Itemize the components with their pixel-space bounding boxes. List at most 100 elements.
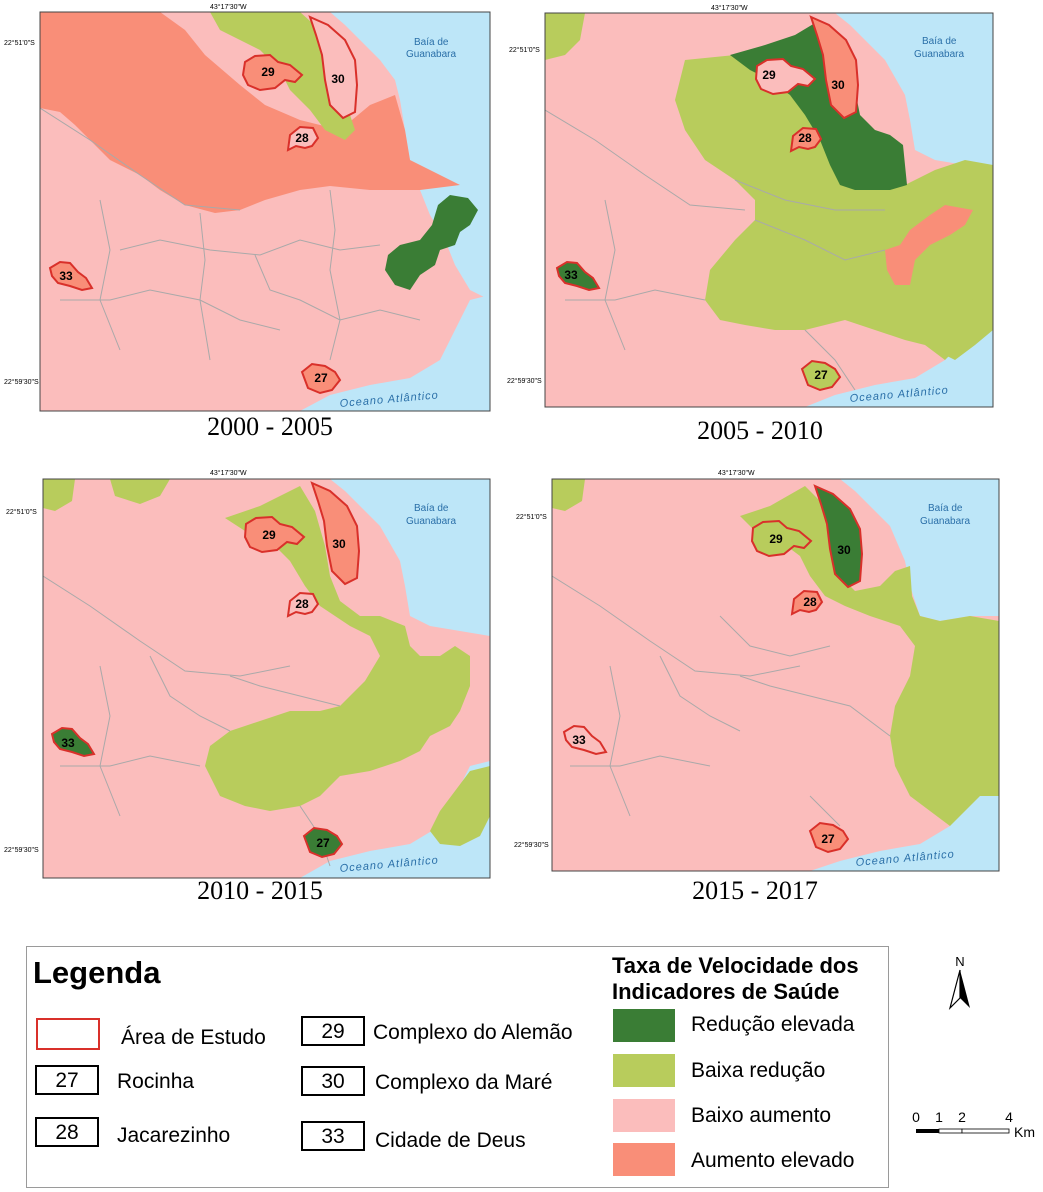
study-area-27	[302, 826, 344, 859]
lat-top-label: 22°51'0"S	[6, 508, 37, 516]
water-ocean	[805, 295, 993, 407]
label-33: 33	[59, 269, 73, 283]
study-area-27	[300, 362, 342, 395]
label-30: 30	[332, 537, 346, 551]
category-label: Redução elevada	[691, 1013, 855, 1036]
area-name: Complexo da Maré	[375, 1071, 553, 1094]
label-29: 29	[261, 65, 275, 79]
north-label: N	[955, 954, 964, 969]
category-title-line2: Indicadores de Saúde	[612, 979, 840, 1004]
scale-unit: Km	[1014, 1124, 1035, 1140]
water-bay	[835, 13, 993, 170]
study-area-29	[754, 57, 817, 96]
study-area-30	[813, 484, 864, 589]
water-bay	[840, 479, 999, 621]
lon-label: 43°17'30"W	[718, 469, 755, 477]
study-area-29	[750, 519, 813, 558]
lat-bottom-label: 22°59'30"S	[4, 846, 39, 854]
lat-top-label: 22°51'0"S	[4, 39, 35, 47]
label-30: 30	[837, 543, 851, 557]
label-28: 28	[798, 131, 812, 145]
study-area-33	[50, 726, 96, 758]
label-33: 33	[564, 268, 578, 282]
study-area-33	[555, 260, 601, 292]
map-2005-2010: 29 30 28 33 27 Baía de Guanabara Oceano …	[505, 0, 1005, 416]
bay-label-line2: Guanabara	[406, 516, 456, 527]
area-id-box: 33	[301, 1121, 365, 1151]
bay-label-line1: Baía de	[928, 503, 963, 514]
bay-label-line1: Baía de	[414, 503, 449, 514]
region-low-reduction-sw	[925, 295, 993, 360]
scale-tick: 0	[912, 1109, 920, 1125]
bay-label-line1: Baía de	[922, 36, 957, 47]
lon-label: 43°17'30"W	[711, 4, 748, 12]
bay-label-line2: Guanabara	[406, 49, 456, 60]
district-boundaries	[43, 575, 341, 867]
region-high-reduction	[385, 195, 478, 290]
label-30: 30	[331, 72, 345, 86]
region-high-increase-east	[885, 205, 973, 285]
label-28: 28	[295, 131, 309, 145]
label-30: 30	[831, 78, 845, 92]
area-name: Complexo do Alemão	[373, 1021, 573, 1044]
lon-label: 43°17'30"W	[210, 469, 247, 477]
lat-top-label: 22°51'0"S	[509, 46, 540, 54]
period-label: 2015 - 2017	[692, 876, 818, 905]
label-33: 33	[572, 733, 586, 747]
study-area-28	[790, 589, 824, 616]
region-low-reduction-center	[675, 55, 993, 360]
legend: Legenda Área de Estudo 27 Rocinha 28 Jac…	[26, 946, 889, 1188]
study-area-28	[286, 125, 320, 152]
map-2010-2015: 29 30 28 33 27 Baía de Guanabara Oceano …	[0, 466, 500, 882]
label-33: 33	[61, 736, 75, 750]
north-arrow-icon: N	[940, 952, 980, 1012]
study-area-27	[808, 821, 850, 854]
lat-bottom-label: 22°59'30"S	[514, 841, 549, 849]
label-27: 27	[821, 832, 835, 846]
scale-tick: 2	[958, 1109, 966, 1125]
study-area-swatch	[36, 1018, 100, 1050]
area-id-box: 28	[35, 1117, 99, 1147]
swatch-high-increase	[613, 1143, 675, 1176]
lon-label: 43°17'30"W	[210, 3, 247, 11]
region-high-increase	[40, 12, 460, 213]
label-28: 28	[295, 597, 309, 611]
region-low-reduction-n	[110, 479, 170, 504]
swatch-low-increase	[613, 1099, 675, 1132]
category-label: Aumento elevado	[691, 1149, 855, 1172]
district-boundaries	[552, 575, 891, 827]
bay-label-line1: Baía de	[414, 37, 449, 48]
study-area-28	[789, 126, 823, 153]
label-29: 29	[769, 532, 783, 546]
district-boundaries	[545, 109, 886, 391]
swatch-low-reduction	[613, 1054, 675, 1087]
region-low-reduction-north	[545, 13, 585, 60]
period-label: 2000 - 2005	[207, 412, 333, 441]
label-29: 29	[762, 68, 776, 82]
study-area-33	[562, 724, 608, 756]
region-low-reduction-nw	[43, 479, 75, 511]
period-label: 2005 - 2010	[697, 416, 823, 445]
lat-bottom-label: 22°59'30"S	[4, 378, 39, 386]
category-label: Baixo aumento	[691, 1104, 832, 1127]
area-name: Rocinha	[117, 1070, 195, 1093]
lat-bottom-label: 22°59'30"S	[507, 377, 542, 385]
water-ocean	[810, 761, 999, 871]
district-boundaries	[40, 107, 421, 361]
label-27: 27	[814, 368, 828, 382]
map-2000-2005: 29 30 28 33 27 Baía de Guanabara Oceano …	[0, 0, 500, 416]
area-name: Cidade de Deus	[375, 1129, 526, 1152]
study-area-28	[286, 591, 320, 618]
water-ocean	[300, 295, 490, 411]
label-29: 29	[262, 528, 276, 542]
period-label: 2010 - 2015	[197, 876, 323, 905]
label-28: 28	[803, 595, 817, 609]
area-name: Jacarezinho	[117, 1124, 231, 1147]
study-area-30	[310, 481, 361, 586]
region-low-reduction-center	[205, 486, 470, 811]
label-27: 27	[316, 836, 330, 850]
study-area-30	[308, 15, 359, 120]
region-low-reduction-se	[430, 766, 490, 846]
study-area-29	[243, 515, 306, 554]
region-low-reduction-center	[740, 486, 999, 826]
